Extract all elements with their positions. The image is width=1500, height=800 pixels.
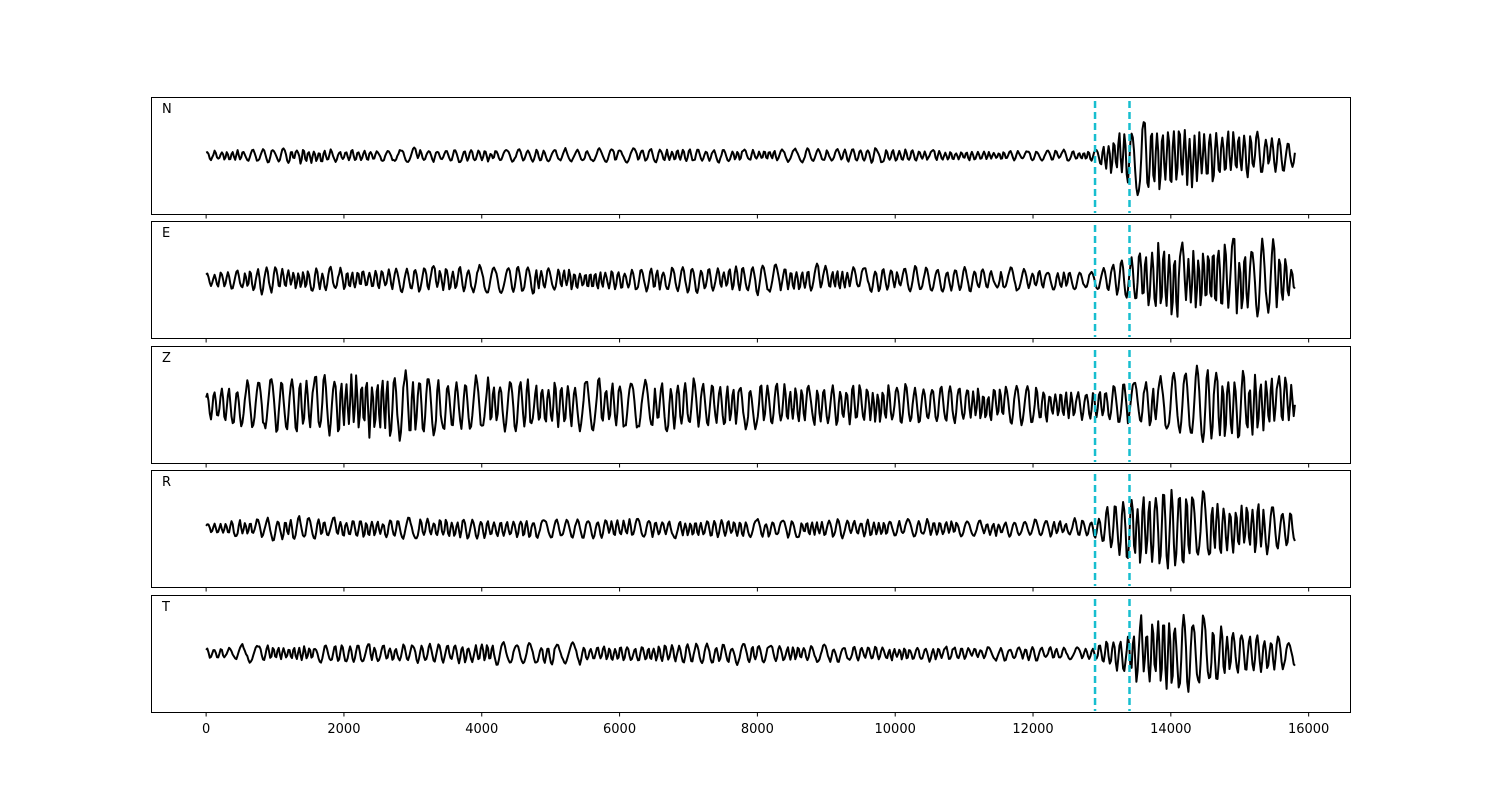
- x-tick-label: 4000: [465, 722, 498, 737]
- x-axis: 0 2000 4000 6000 8000 10000 12000 14000 16000: [202, 722, 1329, 737]
- panel-z: Z: [151, 346, 1351, 468]
- panel-frame: [151, 470, 1351, 588]
- x-tick-label: 12000: [1012, 722, 1053, 737]
- x-tick-label: 0: [202, 722, 210, 737]
- panel-t: T: [151, 595, 1351, 717]
- panel-n: N: [151, 97, 1351, 219]
- x-tick-label: 6000: [603, 722, 636, 737]
- x-tick-label: 2000: [327, 722, 360, 737]
- x-tick-label: 14000: [1150, 722, 1191, 737]
- panel-label: T: [161, 600, 170, 615]
- x-tick-label: 16000: [1288, 722, 1329, 737]
- x-tick-label: 8000: [741, 722, 774, 737]
- panels-group: N E Z R T: [151, 97, 1351, 717]
- waveform-t: [205, 613, 1296, 693]
- panel-frame: [151, 97, 1351, 215]
- waveform-r: [205, 488, 1296, 570]
- panel-frame: [151, 595, 1351, 713]
- waveform-z: [205, 364, 1296, 443]
- panel-e: E: [151, 221, 1351, 343]
- panel-label: N: [162, 102, 172, 117]
- waveform-e: [205, 237, 1296, 318]
- panel-label: R: [162, 475, 171, 490]
- x-tick-label: 10000: [875, 722, 916, 737]
- panel-r: R: [151, 470, 1351, 592]
- waveform-n: [205, 121, 1296, 197]
- panel-frame: [151, 221, 1351, 339]
- panel-frame: [151, 346, 1351, 464]
- panel-label: E: [162, 226, 170, 241]
- panel-label: Z: [162, 351, 171, 366]
